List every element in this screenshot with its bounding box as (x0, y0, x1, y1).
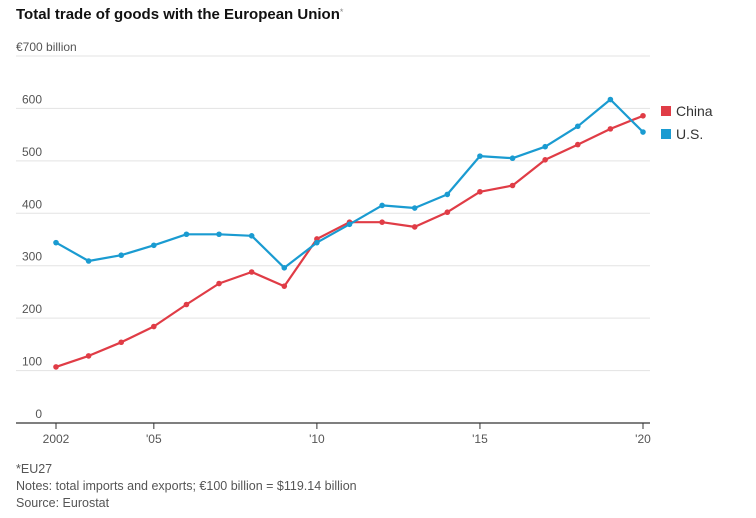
data-point-china-2005 (151, 323, 157, 330)
y-tick-label-700: €700 billion (16, 40, 77, 54)
data-point-u-s-2007 (216, 231, 222, 238)
data-point-china-2017 (542, 157, 548, 163)
data-point-u-s-2009 (281, 265, 288, 271)
data-point-china-2008 (248, 269, 255, 275)
y-tick-label-300: 300 (22, 250, 42, 264)
y-tick-label-200: 200 (22, 302, 42, 316)
data-point-china-2012 (379, 219, 385, 225)
series-u-s (53, 96, 646, 271)
y-axis-ticks: 0 100 200 300 400 500 600 €700 billion (16, 40, 77, 421)
y-tick-label-600: 600 (22, 92, 42, 106)
data-point-u-s-2003 (85, 258, 92, 264)
y-tick-label-500: 500 (22, 145, 42, 159)
x-axis-ticks: 2002 '05 '10 '15 '20 (43, 423, 651, 446)
data-point-china-2015 (477, 188, 483, 195)
x-tick-label-2015: '15 (472, 432, 488, 446)
legend-label-china: China (676, 103, 713, 119)
data-point-u-s-2019 (607, 96, 614, 103)
chart-footer: *EU27 Notes: total imports and exports; … (16, 461, 357, 512)
data-point-u-s-2010 (314, 239, 320, 246)
data-point-china-2003 (85, 353, 92, 359)
x-tick-label-2002: 2002 (43, 432, 70, 446)
data-point-china-2007 (216, 280, 222, 287)
grid-lines (16, 55, 650, 424)
footnote-text: *EU27 (16, 462, 53, 476)
data-point-china-2014 (444, 209, 451, 216)
data-point-china-2004 (118, 339, 125, 346)
series-line-china (54, 114, 645, 368)
data-point-u-s-2004 (118, 252, 125, 259)
source-text: Source: Eurostat (16, 496, 110, 510)
data-point-china-2013 (411, 224, 418, 230)
data-point-china-2009 (281, 283, 288, 289)
data-point-china-2018 (574, 141, 581, 148)
data-point-u-s-2014 (444, 191, 451, 198)
line-chart: 0 100 200 300 400 500 600 €700 billion 2002 '05 '… (16, 40, 713, 446)
y-tick-label-0: 0 (35, 407, 42, 421)
series-line-u-s (54, 98, 645, 269)
data-point-china-2019 (607, 126, 614, 132)
chart-title: Total trade of goods with the European U… (16, 6, 343, 23)
data-point-u-s-2006 (183, 231, 190, 238)
y-tick-label-100: 100 (22, 355, 42, 369)
x-tick-label-2020: '20 (635, 432, 651, 446)
y-tick-label-400: 400 (22, 197, 42, 211)
data-point-china-2020 (640, 112, 646, 119)
data-point-u-s-2008 (248, 233, 255, 239)
data-point-u-s-2013 (411, 205, 418, 211)
notes-text: Notes: total imports and exports; €100 b… (16, 479, 357, 493)
data-point-china-2002 (53, 364, 59, 370)
chart-title-text: Total trade of goods with the European U… (16, 6, 340, 23)
data-point-u-s-2015 (477, 153, 483, 159)
data-point-china-2006 (183, 301, 190, 308)
data-point-u-s-2002 (53, 239, 59, 246)
title-footnote-marker: * (339, 7, 344, 17)
legend-swatch-u-s (661, 129, 671, 139)
legend-swatch-china (661, 106, 671, 116)
x-tick-label-2010: '10 (309, 432, 325, 446)
data-point-u-s-2005 (151, 242, 157, 249)
x-tick-label-2005: '05 (146, 432, 162, 446)
data-point-china-2016 (509, 182, 516, 189)
data-point-u-s-2016 (509, 155, 516, 162)
series-china (53, 112, 646, 370)
data-point-u-s-2012 (379, 202, 385, 209)
legend: China U.S. (661, 103, 713, 142)
data-point-u-s-2020 (640, 129, 646, 135)
data-point-u-s-2011 (346, 221, 353, 228)
data-point-u-s-2017 (542, 143, 548, 150)
data-point-u-s-2018 (574, 123, 581, 130)
series-lines (53, 96, 646, 370)
legend-label-u-s: U.S. (676, 126, 703, 142)
